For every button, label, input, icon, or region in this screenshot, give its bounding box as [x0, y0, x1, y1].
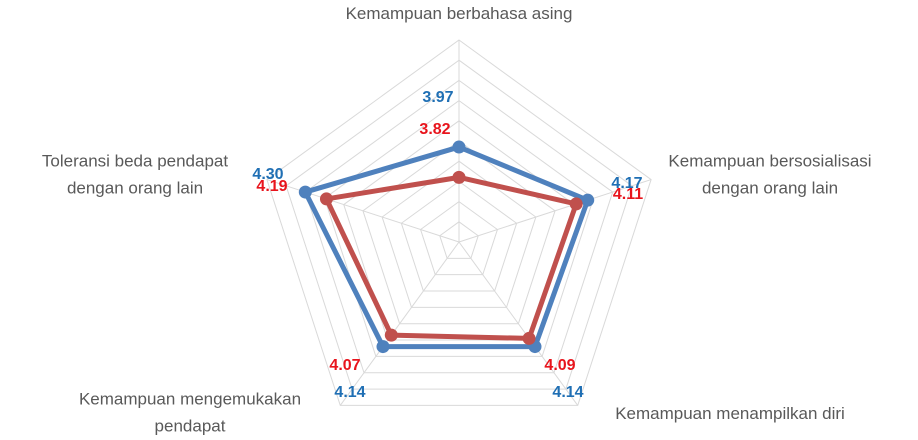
grid-ring [400, 180, 518, 292]
grid-ring [362, 140, 556, 325]
spoke [458, 241, 579, 406]
marker [376, 340, 390, 354]
marker [569, 197, 583, 211]
value-label: 4.09 [544, 357, 575, 374]
marker [319, 192, 333, 206]
spoke [266, 179, 460, 243]
spoke [339, 241, 460, 406]
value-label: 4.07 [329, 357, 360, 374]
marker [452, 170, 466, 184]
value-label: 4.14 [334, 384, 365, 401]
grid-ring [266, 39, 652, 406]
series-line [302, 144, 591, 350]
grid-ring [419, 200, 499, 276]
marker [298, 185, 312, 199]
grid-ring [304, 79, 614, 374]
marker [522, 331, 536, 345]
value-label: 4.14 [552, 384, 583, 401]
category-label: Kemampuan bersosialisasi dengan orang lai… [668, 152, 871, 198]
marker [581, 193, 595, 207]
spoke [458, 179, 652, 243]
category-label: Toleransi beda pendapat dengan orang lain [42, 152, 228, 198]
grid-ring [439, 221, 479, 259]
marker [452, 140, 466, 154]
marker [384, 328, 398, 342]
grid-ring [285, 59, 633, 390]
grid-ring [381, 160, 537, 308]
value-label: 3.97 [422, 89, 453, 106]
category-label: Kemampuan mengemukakan pendapat [79, 390, 301, 436]
value-label: 4.17 [611, 175, 642, 192]
value-label: 4.30 [252, 166, 283, 183]
category-label: Kemampuan menampilkan diri [615, 404, 845, 423]
series-line [323, 174, 579, 341]
value-label: 4.11 [613, 186, 643, 203]
value-label: 4.19 [256, 178, 287, 195]
value-label: 3.82 [419, 121, 450, 138]
category-label: Kemampuan berbahasa asing [346, 4, 573, 23]
